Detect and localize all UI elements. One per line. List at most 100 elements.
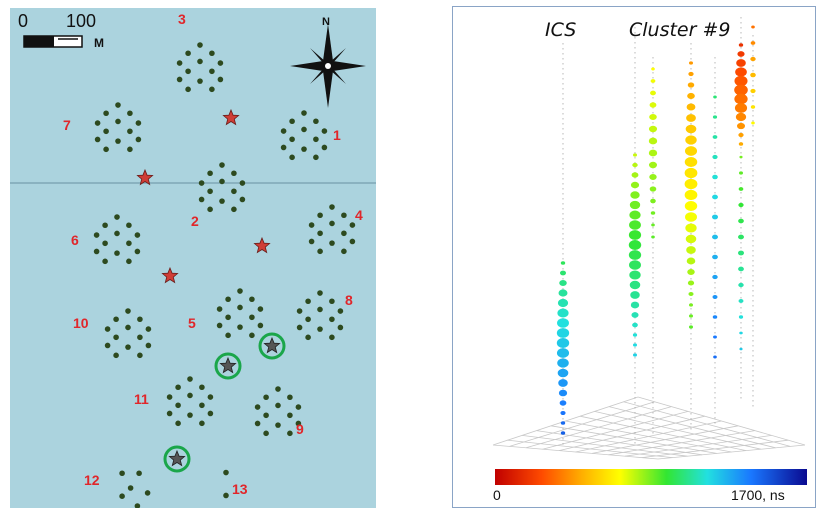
sensor-dot xyxy=(103,110,109,117)
hit-marker xyxy=(712,294,718,300)
highlight-ring xyxy=(214,352,242,380)
sensor-dot xyxy=(197,78,203,84)
ics-label: ICS xyxy=(545,19,577,41)
hit-marker xyxy=(734,93,748,105)
sensor-dot xyxy=(114,250,120,256)
hit-marker xyxy=(738,315,744,319)
sensor-dot xyxy=(119,493,125,500)
sensor-dot xyxy=(329,298,335,305)
sensor-dot xyxy=(223,469,229,476)
sensor-dot xyxy=(237,288,243,294)
event-display: ICS Cluster #9 0 1700, ns xyxy=(452,6,816,508)
hit-marker xyxy=(713,355,717,359)
sensor-dot xyxy=(219,162,225,168)
hit-marker xyxy=(686,257,696,265)
grid-line xyxy=(579,415,747,451)
sensor-dot xyxy=(317,306,323,313)
sensor-dot xyxy=(104,326,111,332)
hit-marker xyxy=(650,198,656,204)
sensor-dot xyxy=(176,60,183,66)
grid-line xyxy=(623,401,791,447)
hit-marker xyxy=(712,254,718,260)
highlighted-station-star-icon xyxy=(219,356,237,374)
hit-marker xyxy=(688,291,694,297)
cluster-label-2: 2 xyxy=(191,213,199,229)
sensor-dot xyxy=(341,212,347,219)
sensor-dot xyxy=(305,334,311,341)
sensor-dot xyxy=(209,86,215,93)
hit-marker xyxy=(560,431,566,435)
hit-marker xyxy=(712,194,718,200)
sensor-dot xyxy=(239,196,246,203)
sensor-dot xyxy=(137,334,143,341)
hit-marker xyxy=(684,157,698,167)
hit-marker xyxy=(684,146,698,156)
sensor-dot xyxy=(207,170,213,177)
sensor-dot xyxy=(127,146,133,153)
hit-marker xyxy=(712,135,718,139)
hit-marker xyxy=(713,95,717,99)
sensor-dot xyxy=(296,308,303,314)
hit-marker xyxy=(556,328,570,338)
sensor-dot xyxy=(199,384,205,391)
sensor-dot xyxy=(113,334,119,341)
sensor-dot xyxy=(296,324,303,331)
sensor-dot xyxy=(185,50,191,57)
colorbar xyxy=(495,469,807,485)
hit-marker xyxy=(738,142,744,146)
sensor-dot xyxy=(102,258,108,265)
hit-marker xyxy=(684,189,698,201)
sensor-dot xyxy=(137,352,143,359)
hit-marker xyxy=(738,202,744,208)
hit-marker xyxy=(738,132,744,138)
sensor-dot xyxy=(313,136,319,143)
hit-marker xyxy=(649,102,657,108)
sensor-dot xyxy=(308,238,315,245)
hit-marker xyxy=(629,260,641,270)
sensor-dot xyxy=(280,128,287,134)
sensor-dot xyxy=(175,402,181,409)
colorbar-max-label: 1700, ns xyxy=(731,487,785,503)
cluster-label-5: 5 xyxy=(188,315,196,331)
sensor-dot xyxy=(135,120,142,126)
hit-marker xyxy=(689,303,693,307)
sensor-dot xyxy=(301,146,307,152)
sensor-dot xyxy=(185,86,191,93)
sensor-dot xyxy=(313,118,319,125)
hit-marker xyxy=(735,112,747,122)
hit-marker xyxy=(556,338,570,348)
hit-marker xyxy=(685,124,697,134)
hit-marker xyxy=(648,125,658,133)
compass-north-label: N xyxy=(322,16,330,28)
sensor-dot xyxy=(127,128,133,135)
sensor-dot xyxy=(207,206,213,213)
scale-hundred-label: 100 xyxy=(66,11,97,31)
sensor-dot xyxy=(305,298,311,305)
hit-marker xyxy=(685,223,697,233)
hit-marker xyxy=(630,301,640,309)
hit-marker xyxy=(738,266,744,272)
hit-marker xyxy=(685,234,697,244)
hit-marker xyxy=(712,115,718,119)
sensor-dot xyxy=(321,128,328,134)
hit-marker xyxy=(738,218,744,224)
highlighted-station-star-icon xyxy=(168,449,186,467)
station-star-icon xyxy=(136,168,154,186)
cluster-label-9: 9 xyxy=(296,421,304,437)
hit-marker xyxy=(648,149,658,157)
sensor-dot xyxy=(102,222,108,229)
hit-marker xyxy=(739,331,743,335)
sensor-dot xyxy=(199,402,205,409)
sensor-dot xyxy=(341,248,347,255)
sensor-dot xyxy=(197,58,203,65)
sensor-dot xyxy=(225,296,231,303)
sensor-dot xyxy=(217,76,224,83)
hit-marker xyxy=(649,186,657,192)
sensor-dot xyxy=(198,196,205,203)
sensor-dot xyxy=(185,68,191,75)
hit-marker xyxy=(751,25,755,29)
cluster-label-4: 4 xyxy=(355,207,363,223)
hit-marker xyxy=(628,240,642,250)
hit-marker xyxy=(651,235,655,239)
sensor-dot xyxy=(219,198,225,204)
